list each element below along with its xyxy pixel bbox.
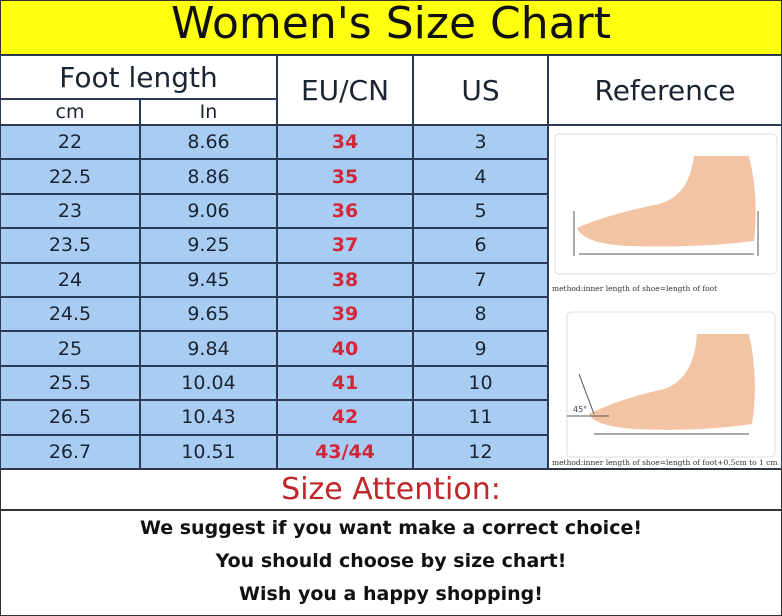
cell-cm: 24: [0, 262, 140, 297]
header-us: US: [413, 55, 548, 125]
cell-eu: 39: [277, 297, 413, 332]
reference-caption-1: method:inner length of shoe=length of fo…: [552, 284, 718, 293]
message-line: Wish you a happy shopping!: [239, 583, 543, 605]
cell-in: 10.43: [140, 400, 277, 435]
cell-cm: 25: [0, 331, 140, 366]
cell-in: 8.66: [140, 125, 277, 160]
message-line: We suggest if you want make a correct ch…: [139, 517, 643, 539]
cell-cm: 26.7: [0, 434, 140, 469]
cell-in: 9.65: [140, 297, 277, 332]
message-block: We suggest if you want make a correct ch…: [0, 510, 782, 616]
cell-in: 9.25: [140, 228, 277, 263]
cell-cm: 25.5: [0, 365, 140, 401]
cell-cm: 26.5: [0, 400, 140, 435]
cell-us: 4: [413, 159, 548, 194]
header-in: In: [140, 99, 277, 125]
cell-in: 9.84: [140, 331, 277, 366]
cell-us: 9: [413, 331, 548, 366]
cell-us: 8: [413, 297, 548, 332]
header-foot-length: Foot length: [0, 55, 277, 99]
cell-eu: 40: [277, 331, 413, 366]
reference-caption-2: method:inner length of shoe=length of fo…: [552, 458, 778, 467]
cell-in: 9.06: [140, 193, 277, 229]
foot-illustration-1: [554, 133, 778, 275]
header-eu: EU/CN: [277, 55, 413, 125]
cell-eu: 41: [277, 365, 413, 401]
cell-us: 11: [413, 400, 548, 435]
cell-cm: 23: [0, 193, 140, 229]
cell-eu: 36: [277, 193, 413, 229]
angle-label: 45°: [573, 405, 587, 414]
cell-cm: 24.5: [0, 297, 140, 332]
size-attention: Size Attention:: [0, 469, 782, 510]
cell-eu: 34: [277, 125, 413, 160]
header-reference: Reference: [548, 55, 782, 125]
cell-in: 9.45: [140, 262, 277, 297]
foot-illustration-2: 45°: [566, 311, 776, 458]
cell-in: 8.86: [140, 159, 277, 194]
cell-in: 10.04: [140, 365, 277, 401]
chart-title: Women's Size Chart: [0, 0, 782, 55]
cell-us: 3: [413, 125, 548, 160]
cell-eu: 42: [277, 400, 413, 435]
message-line: You should choose by size chart!: [215, 550, 567, 572]
cell-eu: 38: [277, 262, 413, 297]
header-cm: cm: [0, 99, 140, 125]
cell-eu: 43/44: [277, 434, 413, 469]
reference-panel: method:inner length of shoe=length of fo…: [548, 125, 782, 469]
cell-eu: 37: [277, 228, 413, 263]
cell-us: 10: [413, 365, 548, 401]
cell-us: 6: [413, 228, 548, 263]
cell-cm: 22: [0, 125, 140, 160]
cell-cm: 23.5: [0, 228, 140, 263]
cell-eu: 35: [277, 159, 413, 194]
cell-us: 5: [413, 193, 548, 229]
cell-us: 7: [413, 262, 548, 297]
cell-in: 10.51: [140, 434, 277, 469]
cell-cm: 22.5: [0, 159, 140, 194]
cell-us: 12: [413, 434, 548, 469]
